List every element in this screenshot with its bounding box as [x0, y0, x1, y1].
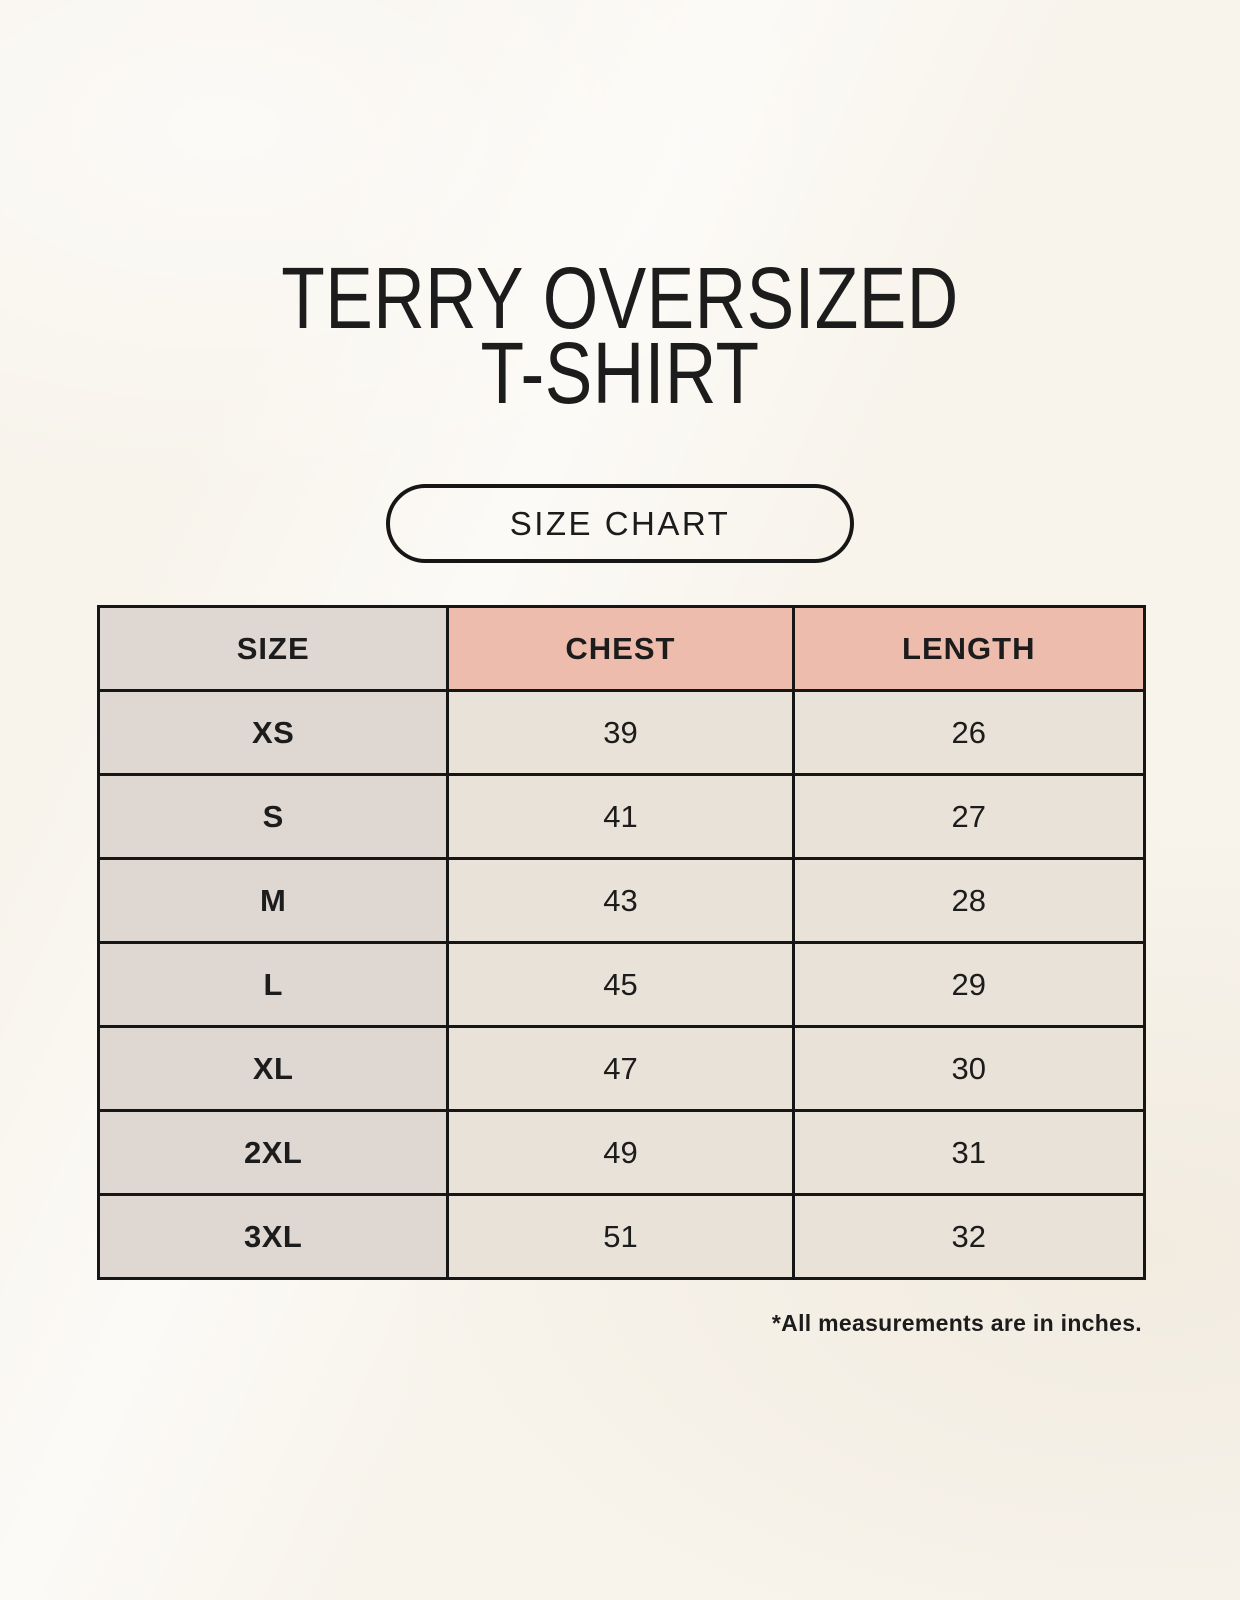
chest-cell: 43 — [446, 857, 795, 944]
size-table-body: XS 39 26 S 41 27 M 43 28 L 45 29 XL 47 — [96, 689, 1147, 1280]
header-length: LENGTH — [791, 605, 1147, 692]
length-cell: 26 — [791, 689, 1147, 776]
chest-cell: 45 — [446, 941, 795, 1028]
size-cell: M — [96, 857, 450, 944]
size-cell: XL — [96, 1025, 450, 1112]
chest-cell: 41 — [446, 773, 795, 860]
header-size: SIZE — [96, 605, 450, 692]
size-cell: 3XL — [96, 1193, 450, 1280]
size-cell: L — [96, 941, 450, 1028]
header-row: SIZE CHEST LENGTH — [96, 605, 1147, 692]
table-row-2xl: 2XL 49 31 — [96, 1109, 1147, 1196]
chest-cell: 49 — [446, 1109, 795, 1196]
page-title-line-2: T-SHIRT — [480, 324, 760, 422]
size-table-header: SIZE CHEST LENGTH — [96, 605, 1147, 692]
length-cell: 31 — [791, 1109, 1147, 1196]
page-title-line-1: TERRY OVERSIZED — [281, 250, 959, 347]
measurements-footnote: *All measurements are in inches. — [771, 1310, 1142, 1336]
page-title: TERRY OVERSIZED T-SHIRT — [112, 250, 1129, 422]
chest-cell: 39 — [446, 689, 795, 776]
table-row-l: L 45 29 — [96, 941, 1147, 1028]
length-cell: 30 — [791, 1025, 1147, 1112]
size-cell: S — [96, 773, 450, 860]
length-cell: 28 — [791, 857, 1147, 944]
chest-cell: 47 — [446, 1025, 795, 1112]
length-cell: 29 — [791, 941, 1147, 1028]
size-table: SIZE CHEST LENGTH XS 39 26 S 41 27 M 43 … — [96, 605, 1147, 1280]
table-row-3xl: 3XL 51 32 — [96, 1193, 1147, 1280]
size-chart-button[interactable]: SIZE CHART — [386, 484, 854, 563]
length-cell: 27 — [791, 773, 1147, 860]
header-chest: CHEST — [446, 605, 795, 692]
table-row-m: M 43 28 — [96, 857, 1147, 944]
size-chart-button-label: SIZE CHART — [509, 504, 731, 542]
table-row-s: S 41 27 — [96, 773, 1147, 860]
table-row-xs: XS 39 26 — [96, 689, 1147, 776]
size-cell: 2XL — [96, 1109, 450, 1196]
table-row-xl: XL 47 30 — [96, 1025, 1147, 1112]
length-cell: 32 — [791, 1193, 1147, 1280]
chest-cell: 51 — [446, 1193, 795, 1280]
size-cell: XS — [96, 689, 450, 776]
